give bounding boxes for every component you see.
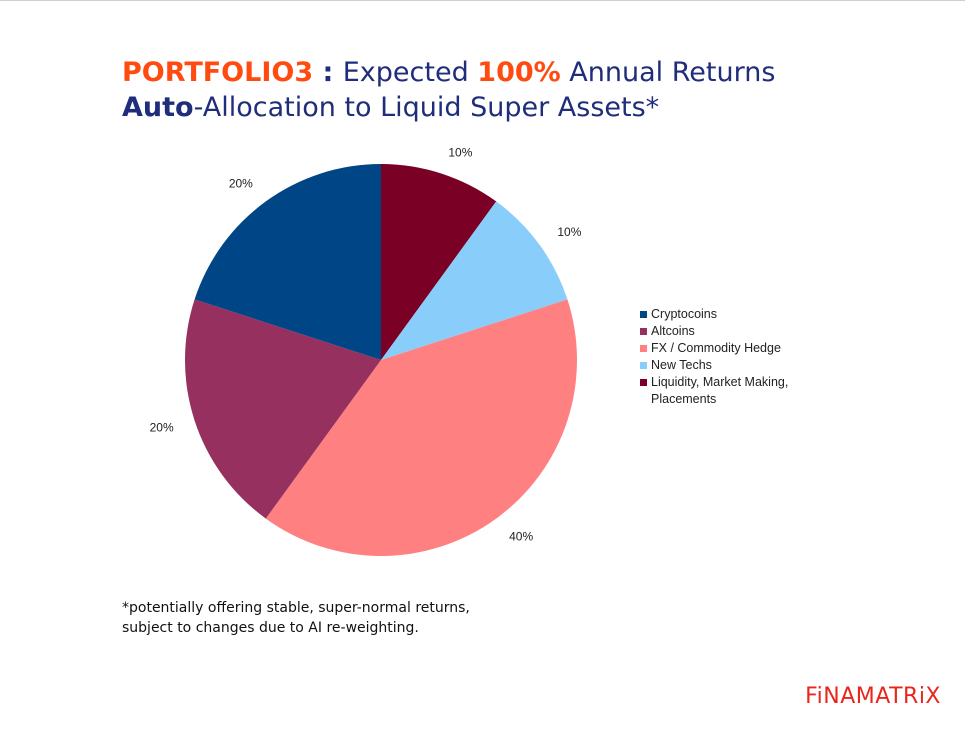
title-allocation: -Allocation to Liquid Super Assets* (193, 92, 660, 123)
legend-item-4: Liquidity, Market Making, Placements (640, 374, 810, 408)
pie-slice-3 (184, 299, 381, 519)
legend-swatch-icon (640, 345, 647, 352)
title-colon: : (313, 57, 343, 88)
legend-swatch-icon (640, 328, 647, 335)
footnote: *potentially offering stable, super-norm… (122, 598, 470, 638)
title-return-percent: 100% (477, 57, 561, 88)
legend-label: New Techs (651, 358, 712, 372)
pie-data-label-2: 40% (509, 529, 533, 543)
legend-label: FX / Commodity Hedge (651, 341, 781, 355)
footnote-line-1: *potentially offering stable, super-norm… (122, 600, 470, 616)
title-line-2: Auto-Allocation to Liquid Super Assets* (122, 90, 775, 125)
legend-swatch-icon (640, 379, 647, 386)
pie-data-label-3: 20% (150, 420, 174, 434)
pie-data-label-1: 10% (557, 225, 581, 239)
slide-title: PORTFOLIO3 : Expected 100% Annual Return… (122, 55, 775, 125)
legend-item-3: New Techs (640, 357, 810, 374)
legend-swatch-icon (640, 362, 647, 369)
legend-label: Altcoins (651, 324, 695, 338)
title-annual-returns: Annual Returns (560, 57, 776, 88)
brand-logo: FiNAMATRiX (805, 684, 941, 709)
footnote-line-2: subject to changes due to AI re-weightin… (122, 620, 419, 636)
legend-label: Cryptocoins (651, 307, 717, 321)
title-auto: Auto (122, 92, 194, 123)
legend-item-1: Altcoins (640, 323, 810, 340)
pie-slice-2 (265, 299, 578, 557)
title-portfolio-name: PORTFOLIO3 (122, 57, 314, 88)
chart-legend: Cryptocoins Altcoins FX / Commodity Hedge N… (640, 306, 810, 408)
pie-slice-1 (381, 201, 568, 360)
title-expected: Expected (342, 57, 478, 88)
pie-data-label-0: 10% (448, 146, 472, 160)
title-line-1: PORTFOLIO3 : Expected 100% Annual Return… (122, 55, 775, 90)
pie-slices (184, 164, 578, 557)
legend-label: Liquidity, Market Making, Placements (651, 375, 789, 406)
pie-slice-4 (194, 164, 381, 360)
legend-item-2: FX / Commodity Hedge (640, 340, 810, 357)
legend-swatch-icon (640, 311, 647, 318)
pie-data-label-4: 20% (229, 177, 253, 191)
legend-item-0: Cryptocoins (640, 306, 810, 323)
pie-slice-0 (381, 164, 497, 360)
pie-data-labels: 10% 10% 40% 20% 20% (150, 146, 582, 544)
